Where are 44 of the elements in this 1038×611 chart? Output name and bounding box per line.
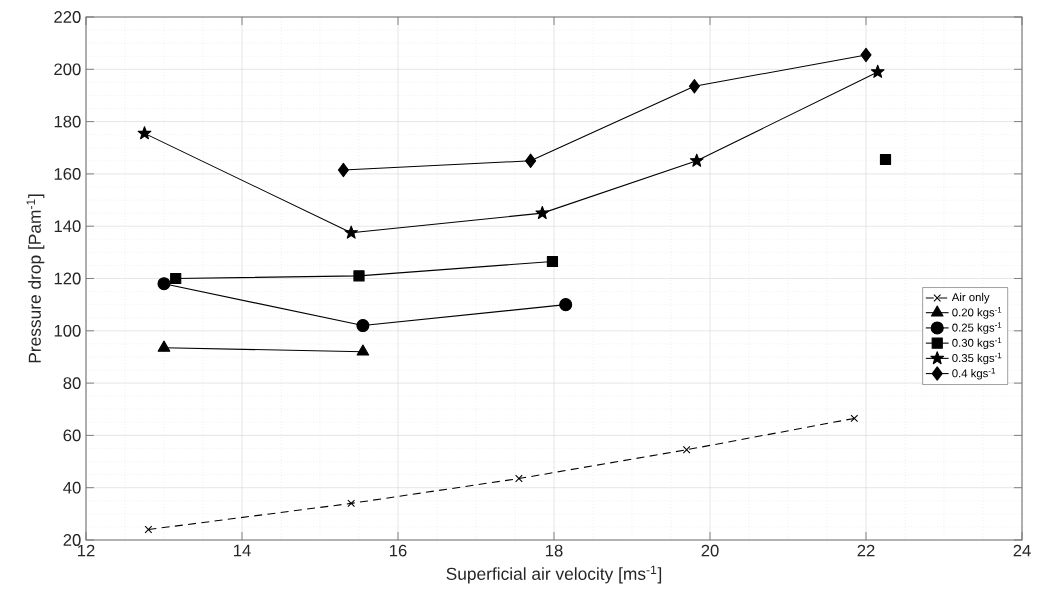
point: [879, 153, 892, 166]
legend-label: 0.4 kgs$^{-1}$: [952, 367, 995, 380]
y-tick-label: 200: [54, 63, 81, 76]
y-tick-label: 160: [54, 168, 81, 180]
point: [535, 205, 550, 220]
y-tick-label: 120: [54, 272, 81, 285]
y-tick-label: 180: [54, 115, 81, 128]
y-tick-label: 100: [54, 324, 81, 337]
point: [356, 319, 370, 333]
x-tick-label: 22: [857, 544, 875, 557]
x-tick-label: 18: [546, 544, 563, 557]
legend-label: Air only: [951, 292, 990, 304]
point: [515, 474, 523, 483]
point: [682, 445, 691, 454]
legend-label: 0.35 kgs$^{-1}$: [952, 352, 1002, 365]
point: [559, 298, 573, 312]
x-tick-label: 16: [390, 544, 407, 557]
x-tick-label: 24: [1013, 544, 1031, 557]
point: [137, 126, 152, 140]
y-tick-label: 60: [63, 429, 81, 442]
point: [689, 153, 704, 167]
point: [688, 79, 700, 94]
legend-label: 0.30 kgs$^{-1}$: [952, 337, 1002, 350]
x-tick-label: 20: [701, 544, 719, 557]
y-tick-label: 40: [63, 481, 81, 494]
point: [144, 525, 153, 534]
point: [157, 277, 171, 291]
legend-label: 0.20 kgs$^{-1}$: [952, 307, 1002, 319]
point: [870, 64, 885, 78]
point: [525, 153, 537, 169]
y-tick-label: 140: [54, 220, 81, 233]
y-tick-label: 80: [63, 377, 81, 389]
y-tick-label: 220: [54, 11, 81, 23]
legend-label: 0.25 kgs$^{-1}$: [952, 322, 1002, 334]
point: [860, 47, 872, 63]
x-axis-title: Superficial air velocity [ms$^{-1}$]: [446, 565, 662, 584]
x-tick-label: 12: [78, 544, 95, 557]
x-tick-label: 14: [234, 544, 251, 557]
y-tick-label: 20: [63, 534, 81, 546]
point: [347, 499, 356, 508]
y-axis-title: Pressure drop [Pam$^{-1}$]: [26, 194, 45, 363]
point: [344, 225, 359, 239]
point: [850, 414, 859, 423]
point: [337, 162, 349, 178]
